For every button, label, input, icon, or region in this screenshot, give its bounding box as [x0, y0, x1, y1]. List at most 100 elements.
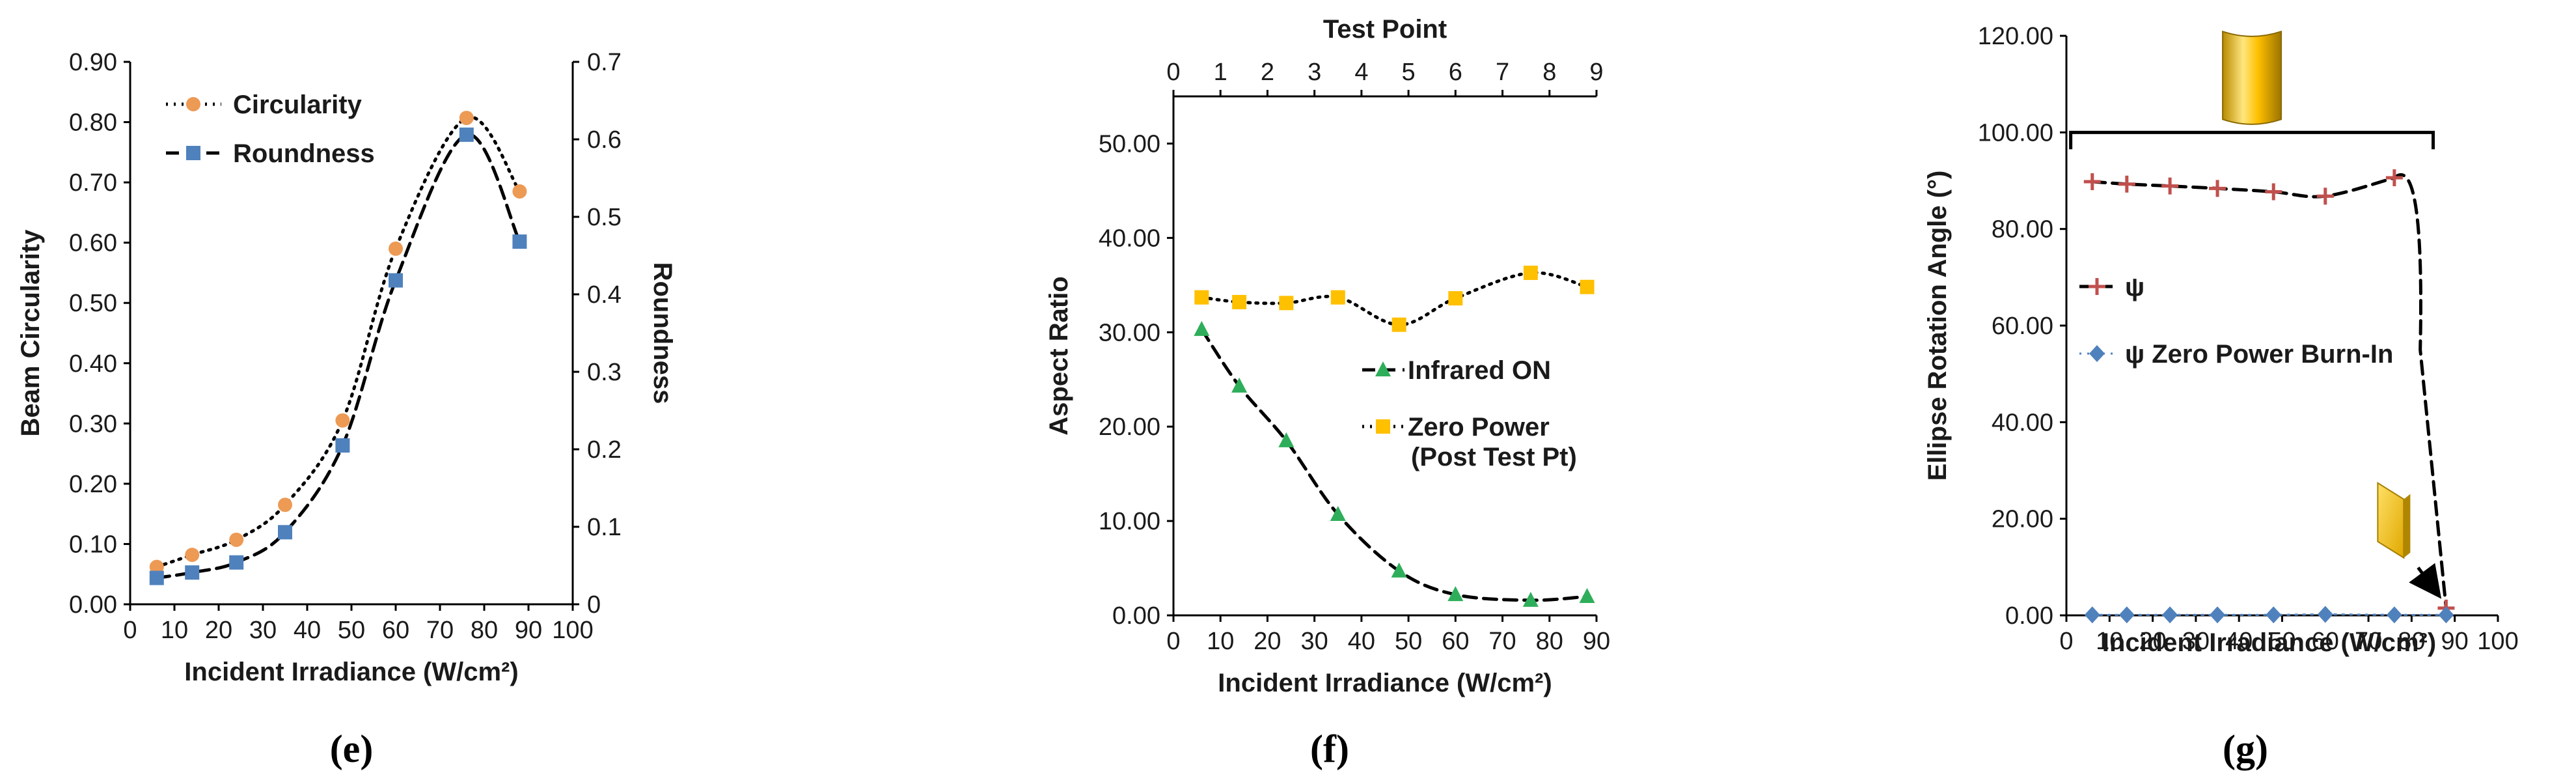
y-tick-label: 40.00 [1099, 225, 1160, 252]
data-point-series-0 [2209, 180, 2227, 197]
x-tick-label: 30 [2182, 628, 2210, 655]
gold-slab-icon [2377, 481, 2405, 559]
y-tick-label: 120.00 [1978, 23, 2053, 50]
data-point-series-0 [2385, 169, 2403, 187]
legend-marker [2089, 345, 2105, 362]
chart-g-rotation-angle: 0 10 20 30 40 50 60 70 80 90 100 0.00 20.00 40.00 60.0… [1923, 23, 2519, 770]
gold-slab-edge [2404, 494, 2411, 558]
data-point-series-1 [2266, 606, 2282, 624]
series-line-circularity [155, 115, 521, 569]
x-tick-label: 60 [1442, 628, 1469, 655]
series-line-roundness [155, 133, 521, 580]
data-point-series-1 [1330, 290, 1345, 305]
y-axis-title: Ellipse Rotation Angle (°) [1923, 171, 1952, 481]
x2-tick-label: 6 [1449, 59, 1462, 86]
data-point-series-1 [1580, 279, 1595, 294]
data-point-roundness [278, 525, 292, 540]
data-point-circularity [229, 532, 244, 547]
legend-label: Circularity [233, 91, 363, 119]
x-axis-title: Incident Irradiance (W/cm²) [2102, 628, 2436, 657]
x-tick-label: 90 [515, 617, 542, 644]
y2-axis-title: Roundness [648, 262, 677, 404]
gold-sample-bar-icon [2222, 30, 2282, 125]
legend-label-line2: (Post Test Pt) [1411, 443, 1577, 471]
y-tick-label: 40.00 [1992, 409, 2053, 436]
data-point-roundness [335, 438, 350, 453]
data-point-series-1 [1391, 317, 1406, 332]
x-tick-label: 70 [426, 617, 454, 644]
x2-tick-label: 1 [1214, 59, 1227, 86]
y-tick-label: 0.60 [69, 230, 117, 257]
panel-label-f: (f) [1310, 727, 1349, 770]
y-tick-label: 0.90 [69, 49, 117, 76]
data-point-series-0 [1194, 320, 1210, 336]
x-tick-label: 0 [123, 617, 137, 644]
x-tick-label: 90 [2441, 628, 2469, 655]
x-tick-label: 40 [2225, 628, 2253, 655]
x-tick-label: 70 [2355, 628, 2382, 655]
data-point-series-0 [2083, 173, 2101, 190]
x-tick-label: 50 [1395, 628, 1422, 655]
data-point-series-1 [2118, 606, 2135, 624]
x-tick-label: 100 [2477, 628, 2518, 655]
series-line-0 [1199, 328, 1589, 602]
data-point-roundness [512, 234, 527, 249]
legend-label: ψ [2125, 273, 2144, 301]
data-point-circularity [185, 548, 200, 563]
y2-tick-label: 0 [587, 591, 601, 619]
x-tick-label: 80 [471, 617, 498, 644]
x-axis-title: Incident Irradiance (W/cm²) [1218, 669, 1552, 697]
legend-label: Roundness [233, 139, 375, 168]
data-point-series-1 [2317, 606, 2333, 623]
y2-tick-label: 0.3 [587, 359, 622, 386]
y-tick-label: 20.00 [1992, 506, 2053, 533]
y-axis-title: Beam Circularity [16, 229, 45, 437]
data-point-series-0 [2265, 183, 2282, 201]
x-tick-label: 80 [1536, 628, 1563, 655]
legend-marker [2089, 278, 2105, 295]
data-point-circularity [512, 184, 527, 199]
data-point-roundness [149, 570, 164, 585]
data-point-series-1 [1194, 290, 1209, 305]
y-tick-label: 10.00 [1099, 508, 1160, 535]
chart-f-aspect-ratio: 0 10 20 30 40 50 60 70 80 90 0 1 2 3 4 5 6 7 8 9 0.00 10.00 20… [1045, 15, 1610, 770]
x-tick-label: 0 [1166, 628, 1180, 655]
x2-tick-label: 3 [1308, 59, 1321, 86]
x2-tick-label: 9 [1589, 59, 1603, 86]
data-point-series-0 [1447, 586, 1464, 602]
x-tick-label: 30 [1301, 628, 1328, 655]
y-tick-label: 0.00 [2005, 602, 2053, 630]
data-point-circularity [335, 413, 350, 428]
y2-tick-label: 0.6 [587, 126, 622, 154]
chart-e-circularity: 0 10 20 30 40 50 60 70 80 90 1000.000.100.200.300.… [16, 49, 677, 770]
legend-label: Infrared ON [1408, 356, 1551, 385]
y-tick-label: 0.00 [69, 591, 117, 619]
x-tick-label: 10 [161, 617, 188, 644]
data-point-roundness [389, 273, 403, 288]
x-tick-label: 10 [2096, 628, 2123, 655]
x-tick-label: 60 [382, 617, 409, 644]
y-tick-label: 0.70 [69, 169, 117, 197]
panel-label-e: (e) [330, 727, 374, 770]
x-tick-label: 60 [2312, 628, 2339, 655]
x-tick-label: 20 [2139, 628, 2166, 655]
y-axis-title: Aspect Ratio [1045, 276, 1073, 436]
data-point-series-1 [1448, 291, 1463, 306]
y-tick-label: 20.00 [1099, 413, 1160, 441]
x-tick-label: 0 [2059, 628, 2073, 655]
x2-tick-label: 0 [1166, 59, 1180, 86]
y2-tick-label: 0.1 [587, 514, 622, 541]
data-point-roundness [185, 565, 200, 580]
legend-marker [1376, 419, 1390, 434]
panel-label-g: (g) [2223, 727, 2268, 770]
y-tick-label: 60.00 [1992, 313, 2053, 340]
data-point-series-0 [2316, 188, 2334, 205]
legend-label: Zero Power [1408, 413, 1550, 441]
data-point-roundness [229, 555, 244, 570]
x2-tick-label: 2 [1261, 59, 1274, 86]
legend-marker [1375, 361, 1391, 376]
series-line-1 [1199, 271, 1589, 327]
annotation-arrow [2409, 563, 2442, 599]
data-point-roundness [459, 127, 474, 142]
